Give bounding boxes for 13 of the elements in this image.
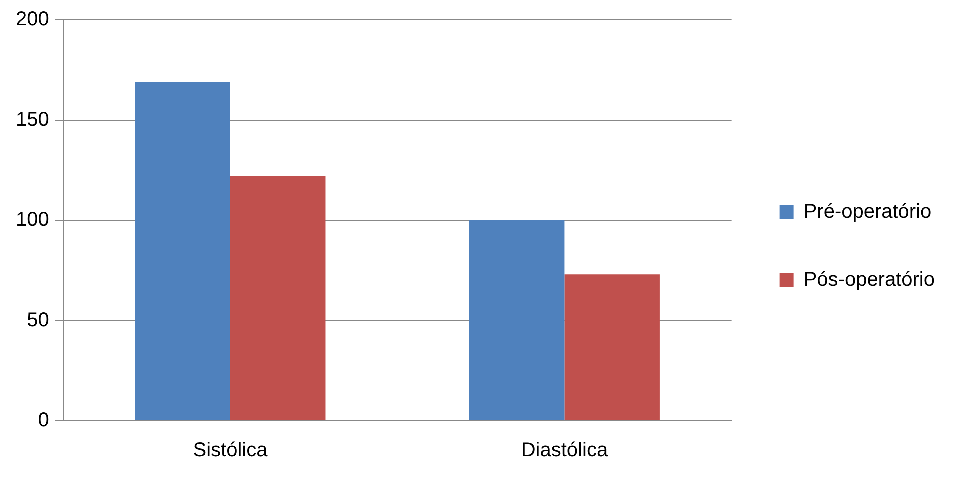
bar — [135, 82, 230, 420]
y-tick-label: 200 — [16, 8, 50, 31]
x-tick-label: Diastólica — [521, 440, 609, 462]
y-tick-label: 100 — [16, 209, 50, 232]
y-tick-label: 0 — [38, 410, 50, 432]
bar — [564, 274, 660, 420]
y-tick-label: 150 — [16, 108, 50, 131]
x-tick-label: Sistólica — [193, 440, 269, 462]
bar — [469, 220, 565, 420]
legend-label: Pós-operatório — [804, 269, 936, 292]
y-tick-label: 50 — [27, 309, 50, 332]
legend-label: Pré-operatório — [804, 201, 932, 224]
bar — [230, 176, 326, 420]
